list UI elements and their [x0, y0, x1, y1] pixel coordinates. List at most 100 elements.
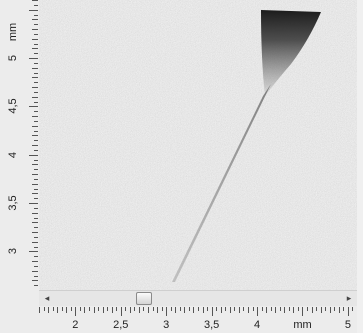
vertical-ruler-tick: [34, 266, 38, 267]
horizontal-ruler-tick: [62, 307, 63, 311]
vertical-ruler-tick: [34, 256, 38, 257]
vertical-ruler-tick: [32, 0, 38, 1]
horizontal-ruler-tick: [44, 307, 45, 311]
horizontal-ruler-tick: [66, 307, 67, 313]
horizontal-ruler-tick: [234, 307, 235, 311]
scrollbar-thumb[interactable]: [136, 292, 152, 305]
horizontal-ruler-tick: [153, 307, 154, 311]
vertical-ruler-tick: [32, 39, 38, 40]
vertical-ruler-tick: [32, 174, 38, 175]
horizontal-ruler-tick: [280, 307, 281, 311]
vertical-ruler-tick: [34, 44, 38, 45]
horizontal-ruler-label: 4: [253, 319, 261, 331]
horizontal-ruler-tick: [80, 307, 81, 311]
horizontal-ruler-tick: [348, 307, 349, 316]
vertical-ruler-label: 4: [7, 151, 19, 158]
scroll-left-arrow-icon[interactable]: ◂: [44, 293, 50, 303]
horizontal-ruler-tick: [184, 307, 185, 313]
vertical-ruler-tick: [34, 82, 38, 83]
scrollbar-track[interactable]: [55, 291, 341, 306]
horizontal-ruler-tick: [130, 307, 131, 313]
horizontal-ruler-tick: [293, 307, 294, 313]
horizontal-ruler-tick: [330, 307, 331, 313]
vertical-ruler-label: 3,5: [7, 195, 19, 211]
horizontal-ruler-tick: [175, 307, 176, 313]
horizontal-ruler-tick: [298, 307, 299, 311]
horizontal-ruler-tick: [84, 307, 85, 313]
horizontal-ruler-label: 3,5: [203, 319, 220, 331]
vertical-ruler-tick: [29, 106, 38, 107]
horizontal-ruler-tick: [134, 307, 135, 311]
horizontal-ruler-tick: [171, 307, 172, 311]
vertical-ruler-tick: [29, 155, 38, 156]
vertical-ruler-label: 5: [7, 54, 19, 62]
horizontal-ruler-tick: [203, 307, 204, 313]
vertical-ruler-tick: [34, 208, 38, 209]
horizontal-ruler-label: 2: [72, 319, 79, 331]
horizontal-ruler-tick: [212, 307, 213, 316]
vertical-ruler-tick: [34, 179, 38, 180]
vertical-ruler-tick: [34, 237, 38, 238]
vertical-ruler: mm 5 4,5 4 3,5 3: [0, 0, 40, 290]
horizontal-scrollbar[interactable]: ◂ ▸: [39, 290, 357, 306]
vertical-ruler-tick: [34, 247, 38, 248]
horizontal-ruler-tick: [216, 307, 217, 311]
horizontal-ruler-tick: [162, 307, 163, 311]
horizontal-ruler-tick: [148, 307, 149, 313]
horizontal-ruler-tick: [103, 307, 104, 313]
horizontal-ruler-tick: [166, 307, 167, 316]
vertical-ruler-tick: [34, 218, 38, 219]
vertical-ruler-tick: [34, 140, 38, 141]
vertical-ruler-tick: [34, 92, 38, 93]
vertical-ruler-tick: [34, 63, 38, 64]
vertical-ruler-tick: [32, 184, 38, 185]
horizontal-ruler-tick: [271, 307, 272, 311]
horizontal-ruler-tick: [257, 307, 258, 316]
horizontal-ruler-tick: [225, 307, 226, 311]
vertical-ruler-label: 4,5: [7, 98, 19, 114]
trace-line: [172, 84, 271, 282]
scroll-right-arrow-icon[interactable]: ▸: [346, 293, 352, 303]
vertical-ruler-tick: [32, 280, 38, 281]
horizontal-ruler-label: 2,5: [113, 319, 129, 331]
horizontal-ruler-tick: [230, 307, 231, 313]
horizontal-ruler-tick: [312, 307, 313, 313]
horizontal-ruler-tick: [112, 307, 113, 313]
vertical-ruler-tick: [34, 34, 38, 35]
horizontal-ruler-tick: [207, 307, 208, 311]
vertical-ruler-tick: [34, 121, 38, 122]
horizontal-ruler-tick: [343, 307, 344, 311]
horizontal-ruler-tick: [221, 307, 222, 313]
horizontal-ruler-tick: [125, 307, 126, 311]
horizontal-ruler-unit-label: mm: [293, 319, 312, 331]
vertical-ruler-tick: [32, 19, 38, 20]
horizontal-ruler-tick: [339, 307, 340, 313]
horizontal-ruler-tick: [75, 307, 76, 316]
horizontal-ruler-tick: [89, 307, 90, 311]
vertical-ruler-tick: [34, 5, 38, 6]
vertical-ruler-tick: [34, 276, 38, 277]
image-noise-background: [39, 0, 357, 290]
vertical-ruler-tick: [34, 189, 38, 190]
horizontal-ruler-tick: [198, 307, 199, 311]
horizontal-ruler-tick: [352, 307, 353, 311]
horizontal-ruler-tick: [266, 307, 267, 313]
vertical-ruler-tick: [32, 29, 38, 30]
horizontal-ruler-tick: [189, 307, 190, 311]
horizontal-ruler-tick: [116, 307, 117, 311]
vertical-ruler-tick: [32, 271, 38, 272]
horizontal-ruler-tick: [262, 307, 263, 311]
vertical-ruler-tick: [34, 15, 38, 16]
vertical-ruler-tick: [34, 73, 38, 74]
horizontal-ruler-tick: [48, 307, 49, 313]
vertical-ruler-tick: [32, 213, 38, 214]
vertical-ruler-tick: [32, 232, 38, 233]
ruler-corner: [0, 290, 39, 333]
vertical-ruler-unit-label: mm: [7, 22, 19, 42]
vertical-ruler-tick: [32, 164, 38, 165]
horizontal-ruler-tick: [334, 307, 335, 311]
trace-fan: [261, 10, 321, 96]
horizontal-ruler-tick: [243, 307, 244, 311]
image-canvas[interactable]: [39, 0, 357, 290]
horizontal-ruler-tick: [302, 307, 303, 316]
